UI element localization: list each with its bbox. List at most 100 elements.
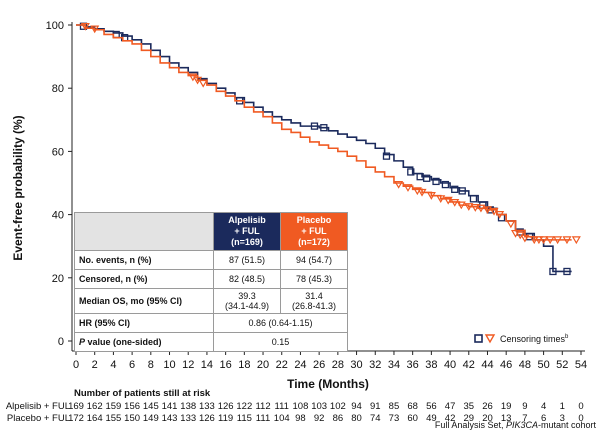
y-axis: 0 20 40 60 80 100 bbox=[46, 20, 72, 348]
censor-mark bbox=[450, 198, 460, 207]
censor-triangle-icon bbox=[484, 334, 496, 344]
risk-count: 119 bbox=[218, 413, 233, 424]
risk-count: 1 bbox=[560, 401, 565, 412]
x-tick-label: 14 bbox=[201, 359, 213, 371]
table-row: Median OS, mo (95% CI) 39.3 (34.1-44.9) … bbox=[74, 288, 348, 314]
censor-mark bbox=[432, 177, 440, 186]
x-tick-label: 2 bbox=[92, 359, 98, 371]
row-label: HR (95% CI) bbox=[74, 313, 214, 333]
censor-mark bbox=[520, 234, 530, 243]
x-axis-label: Time (Months) bbox=[287, 377, 369, 391]
risk-count: 6 bbox=[541, 413, 546, 424]
row-label: Censored, n (%) bbox=[74, 269, 214, 289]
legend: Censoring timesb bbox=[474, 334, 569, 344]
censor-mark bbox=[529, 236, 539, 245]
legend-superscript: b bbox=[565, 334, 569, 340]
risk-count: 126 bbox=[199, 413, 215, 424]
x-tick-label: 8 bbox=[148, 359, 154, 371]
risk-count: 103 bbox=[311, 401, 327, 412]
censor-mark bbox=[539, 236, 549, 245]
risk-count: 60 bbox=[407, 413, 418, 424]
header-blank-cell bbox=[74, 212, 214, 251]
series-placebo bbox=[76, 22, 581, 245]
risk-count: 162 bbox=[87, 401, 103, 412]
risk-count: 122 bbox=[236, 401, 252, 412]
censor-mark bbox=[534, 236, 544, 245]
x-tick-label: 34 bbox=[388, 359, 400, 371]
risk-row-label: Alpelisib + FUL bbox=[6, 401, 70, 412]
hr-value: 0.86 (0.64-1.15) bbox=[213, 313, 348, 333]
censor-mark bbox=[407, 168, 415, 176]
censor-mark bbox=[443, 196, 453, 205]
legend-label: Censoring times bbox=[500, 334, 566, 344]
censor-mark bbox=[562, 236, 572, 245]
risk-count: 4 bbox=[541, 401, 546, 412]
censor-mark bbox=[464, 203, 474, 211]
y-axis-label: Event-free probability (%) bbox=[11, 115, 25, 260]
risk-count: 42 bbox=[445, 413, 456, 424]
placebo-value: 78 (45.3) bbox=[280, 269, 348, 289]
risk-count: 49 bbox=[426, 413, 437, 424]
censor-mark bbox=[310, 122, 319, 130]
alpelisib-value: 82 (48.5) bbox=[213, 269, 281, 289]
censor-mark bbox=[417, 188, 427, 197]
x-tick-label: 52 bbox=[556, 359, 568, 371]
x-tick-label: 16 bbox=[220, 359, 232, 371]
risk-count: 73 bbox=[389, 413, 400, 424]
risk-count: 20 bbox=[482, 413, 493, 424]
censor-mark bbox=[506, 220, 516, 229]
risk-count: 74 bbox=[370, 413, 381, 424]
censor-mark bbox=[549, 267, 557, 276]
x-tick-label: 46 bbox=[500, 359, 512, 371]
svg-text:Censoring timesb: Censoring timesb bbox=[500, 334, 569, 344]
y-tick-label: 80 bbox=[52, 83, 64, 95]
censor-mark bbox=[403, 184, 413, 192]
risk-count: 149 bbox=[143, 413, 159, 424]
risk-count: 29 bbox=[463, 413, 474, 424]
censor-mark bbox=[456, 201, 466, 210]
risk-count: 80 bbox=[351, 413, 362, 424]
x-tick-label: 32 bbox=[369, 359, 381, 371]
x-tick-label: 22 bbox=[276, 359, 288, 371]
censor-mark bbox=[553, 236, 563, 245]
risk-count: 143 bbox=[162, 413, 178, 424]
censor-mark bbox=[426, 192, 436, 200]
censor-mark bbox=[476, 204, 486, 213]
x-tick-label: 38 bbox=[425, 359, 437, 371]
risk-count: 68 bbox=[407, 401, 418, 412]
p-value: 0.15 bbox=[213, 332, 348, 352]
risk-count: 98 bbox=[295, 413, 306, 424]
header-placebo: Placebo + FUL (n=172) bbox=[280, 212, 348, 251]
risk-count: 56 bbox=[426, 401, 437, 412]
risk-count: 164 bbox=[87, 413, 103, 424]
risk-count: 3 bbox=[560, 413, 565, 424]
risk-count: 85 bbox=[389, 401, 400, 412]
risk-count: 126 bbox=[218, 401, 234, 412]
risk-count: 104 bbox=[274, 413, 290, 424]
censor-mark bbox=[394, 180, 404, 189]
x-tick-label: 44 bbox=[481, 359, 493, 371]
risk-count: 0 bbox=[578, 413, 583, 424]
censor-mark bbox=[495, 211, 505, 219]
y-tick-label: 20 bbox=[52, 273, 64, 285]
risk-count: 35 bbox=[463, 401, 474, 412]
placebo-value: 94 (54.7) bbox=[280, 250, 348, 270]
risk-count: 172 bbox=[68, 413, 84, 424]
series-layer bbox=[76, 22, 581, 276]
risk-count: 19 bbox=[501, 401, 512, 412]
censor-mark bbox=[436, 195, 446, 203]
censor-mark bbox=[469, 195, 478, 203]
x-tick-label: 42 bbox=[463, 359, 475, 371]
censor-mark bbox=[571, 236, 581, 245]
censor-mark bbox=[198, 79, 208, 88]
censor-mark bbox=[320, 124, 328, 132]
x-tick-label: 6 bbox=[129, 359, 135, 371]
x-tick-label: 4 bbox=[110, 359, 116, 371]
alpelisib-value: 87 (51.5) bbox=[213, 250, 281, 270]
table-row: No. events, n (%) 87 (51.5) 94 (54.7) bbox=[74, 250, 348, 270]
placebo-value: 31.4 (26.8-41.3) bbox=[280, 288, 348, 314]
x-tick-label: 24 bbox=[294, 359, 306, 371]
footnote: Full Analysis Set, PIK3CA-mutant cohort bbox=[435, 420, 597, 430]
